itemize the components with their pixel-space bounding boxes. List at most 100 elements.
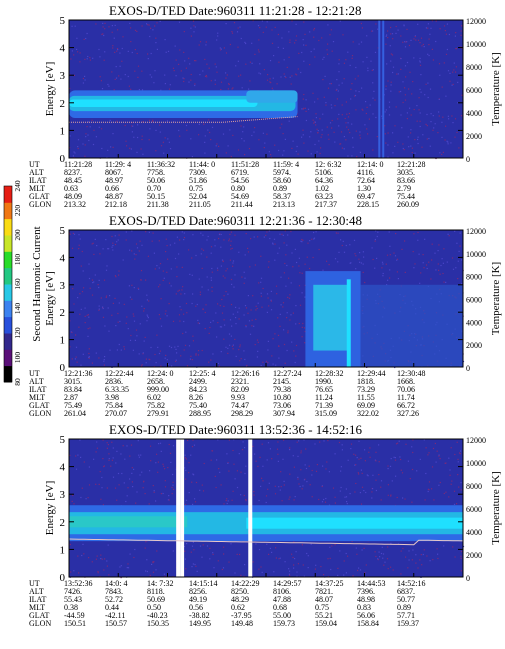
table-cell: -40.23: [147, 611, 168, 620]
noise-speck: [301, 51, 303, 54]
noise-speck: [396, 258, 399, 260]
noise-speck: [337, 232, 339, 234]
noise-speck: [127, 50, 129, 52]
noise-speck: [387, 279, 389, 281]
noise-speck: [177, 290, 179, 292]
noise-speck: [408, 559, 410, 561]
noise-speck: [276, 448, 279, 450]
noise-speck: [153, 491, 155, 493]
noise-speck: [347, 129, 350, 131]
noise-speck: [313, 27, 316, 30]
noise-speck: [141, 305, 143, 307]
noise-speck: [104, 22, 106, 24]
noise-speck: [211, 450, 214, 452]
noise-speck: [118, 234, 120, 236]
noise-speck: [86, 58, 88, 60]
noise-speck: [452, 83, 454, 85]
noise-speck: [71, 50, 73, 52]
table-cell: 149.48: [231, 619, 253, 628]
table-cell: 8.26: [189, 393, 203, 402]
y-tick-label: 2: [60, 98, 66, 110]
table-cell: 12:24: 0: [147, 369, 173, 378]
noise-speck: [315, 564, 317, 566]
noise-speck: [86, 314, 88, 316]
noise-speck: [417, 138, 419, 141]
noise-speck: [326, 53, 329, 55]
noise-speck: [175, 359, 177, 361]
noise-speck: [178, 63, 180, 65]
noise-speck: [289, 570, 291, 572]
table-cell: 11.24: [315, 393, 333, 402]
noise-speck: [75, 356, 77, 358]
noise-speck: [156, 265, 158, 267]
noise-speck: [237, 311, 239, 313]
noise-speck: [251, 325, 253, 327]
noise-speck: [307, 150, 309, 152]
table-cell: 75.82: [147, 401, 165, 410]
noise-speck: [437, 263, 439, 265]
noise-speck: [325, 102, 327, 104]
noise-speck: [404, 99, 407, 101]
noise-speck: [86, 32, 88, 35]
noise-speck: [185, 499, 188, 501]
noise-speck: [406, 112, 408, 114]
noise-speck: [247, 251, 250, 253]
noise-speck: [198, 322, 201, 325]
table-cell: 8250.: [231, 587, 249, 596]
noise-speck: [216, 336, 218, 338]
noise-speck: [359, 261, 361, 263]
noise-speck: [345, 122, 347, 124]
noise-speck: [400, 35, 402, 37]
noise-speck: [263, 69, 265, 71]
table-cell: 0.56: [189, 603, 203, 612]
y-tick-label: 1: [60, 335, 66, 347]
noise-speck: [387, 30, 389, 32]
noise-speck: [438, 455, 440, 457]
noise-speck: [385, 43, 387, 45]
noise-speck: [392, 132, 394, 134]
noise-speck: [185, 331, 187, 333]
noise-speck: [119, 65, 121, 67]
noise-speck: [233, 463, 235, 465]
noise-speck: [318, 39, 320, 42]
noise-speck: [323, 574, 325, 576]
noise-speck: [314, 143, 316, 146]
noise-speck: [297, 478, 299, 480]
noise-speck: [455, 71, 457, 73]
noise-speck: [128, 85, 130, 87]
noise-speck: [258, 282, 260, 284]
noise-speck: [228, 439, 230, 441]
noise-speck: [309, 31, 311, 33]
noise-speck: [165, 51, 167, 53]
noise-speck: [445, 281, 447, 283]
noise-speck: [217, 560, 219, 562]
noise-speck: [178, 314, 181, 316]
noise-speck: [414, 35, 416, 37]
noise-speck: [186, 365, 189, 367]
noise-speck: [73, 233, 76, 235]
noise-speck: [350, 88, 352, 90]
noise-speck: [234, 274, 236, 276]
noise-speck: [188, 345, 191, 347]
noise-speck: [441, 258, 443, 260]
noise-speck: [452, 122, 454, 124]
noise-speck: [160, 145, 163, 147]
noise-speck: [400, 90, 402, 93]
noise-speck: [426, 125, 428, 127]
noise-speck: [159, 442, 162, 444]
noise-speck: [107, 444, 109, 446]
noise-speck: [340, 143, 342, 145]
table-cell: 2321.: [231, 377, 249, 386]
noise-speck: [270, 300, 272, 302]
noise-speck: [346, 126, 348, 128]
noise-speck: [149, 35, 151, 38]
noise-speck: [175, 59, 177, 61]
noise-speck: [303, 575, 305, 577]
noise-speck: [304, 263, 306, 265]
noise-speck: [381, 261, 384, 263]
noise-speck: [115, 77, 118, 79]
noise-speck: [226, 74, 228, 76]
noise-speck: [327, 24, 329, 26]
noise-speck: [102, 316, 105, 318]
noise-speck: [73, 54, 75, 56]
